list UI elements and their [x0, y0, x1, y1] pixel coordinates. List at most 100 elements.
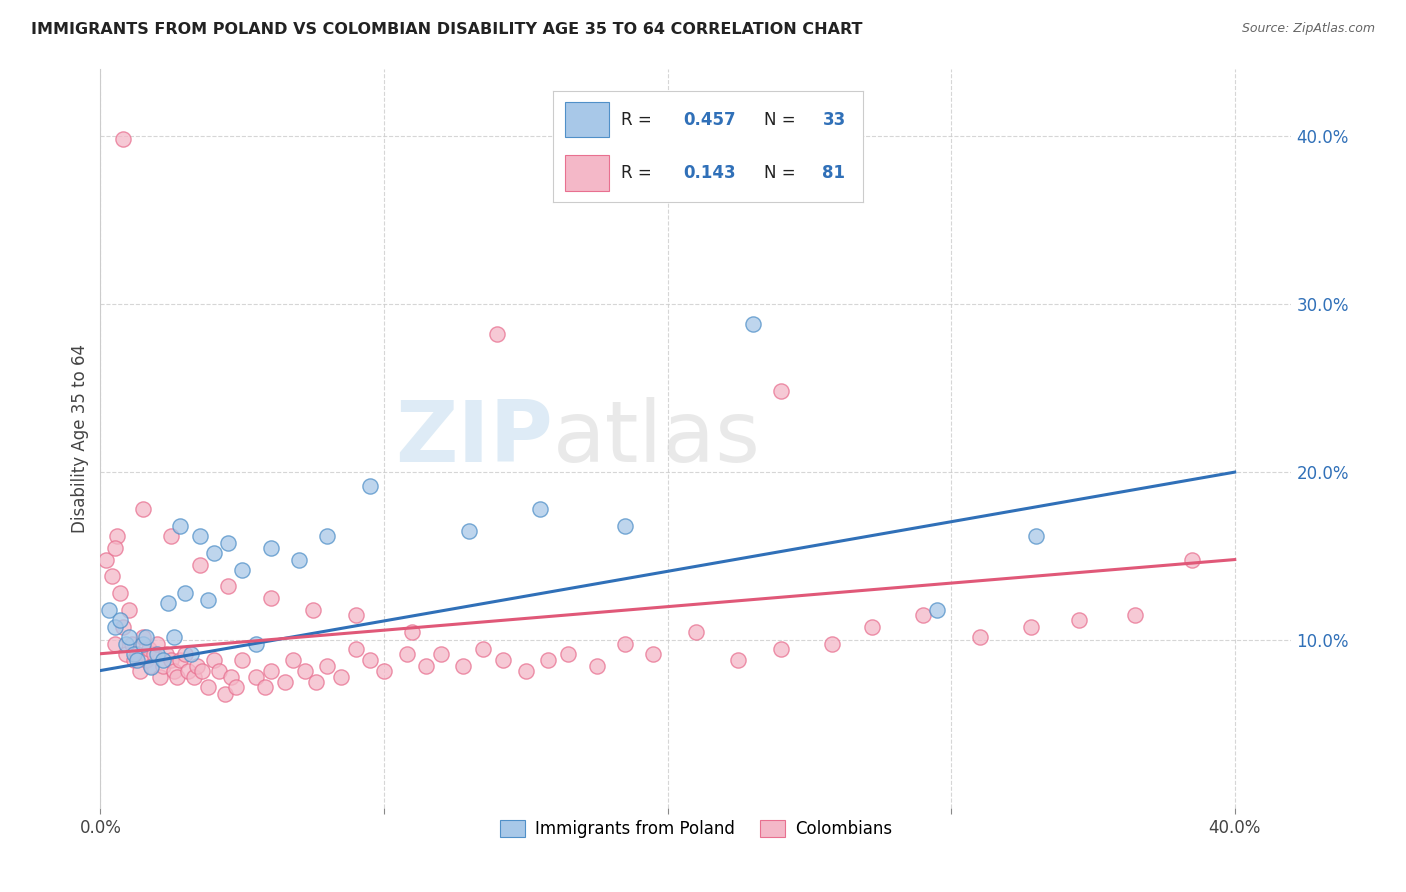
- Point: [492, 653, 515, 667]
- Point: [138, 641, 160, 656]
- Point: [769, 384, 792, 399]
- Point: [103, 637, 125, 651]
- Point: [177, 664, 200, 678]
- Point: [105, 529, 128, 543]
- Text: IMMIGRANTS FROM POLAND VS COLOMBIAN DISABILITY AGE 35 TO 64 CORRELATION CHART: IMMIGRANTS FROM POLAND VS COLOMBIAN DISA…: [31, 22, 862, 37]
- Point: [100, 569, 122, 583]
- Point: [208, 664, 231, 678]
- Point: [103, 620, 125, 634]
- Point: [245, 637, 267, 651]
- Point: [163, 664, 186, 678]
- Point: [1025, 529, 1047, 543]
- Point: [373, 664, 395, 678]
- Point: [157, 596, 180, 610]
- Point: [94, 552, 117, 566]
- Point: [1181, 552, 1204, 566]
- Point: [259, 541, 281, 555]
- Point: [129, 664, 152, 678]
- Point: [486, 327, 509, 342]
- Point: [359, 478, 381, 492]
- Point: [174, 586, 197, 600]
- Point: [217, 535, 239, 549]
- Point: [283, 653, 305, 667]
- Point: [1067, 613, 1090, 627]
- Point: [585, 658, 607, 673]
- Point: [160, 529, 183, 543]
- Point: [453, 658, 475, 673]
- Point: [515, 664, 537, 678]
- Point: [118, 603, 141, 617]
- Point: [112, 132, 135, 146]
- Point: [458, 524, 481, 538]
- Point: [294, 664, 316, 678]
- Point: [183, 670, 205, 684]
- Point: [415, 658, 437, 673]
- Point: [115, 647, 138, 661]
- Point: [316, 529, 339, 543]
- Point: [97, 603, 120, 617]
- Point: [273, 675, 295, 690]
- Point: [860, 620, 883, 634]
- Point: [344, 641, 367, 656]
- Point: [969, 630, 991, 644]
- Point: [344, 608, 367, 623]
- Point: [103, 541, 125, 555]
- Point: [316, 658, 339, 673]
- Point: [186, 658, 208, 673]
- Point: [160, 653, 183, 667]
- Point: [112, 620, 135, 634]
- Point: [305, 675, 328, 690]
- Point: [132, 630, 155, 644]
- Point: [253, 681, 276, 695]
- Point: [395, 647, 418, 661]
- Point: [188, 529, 211, 543]
- Point: [472, 641, 495, 656]
- Point: [214, 687, 236, 701]
- Point: [127, 653, 149, 667]
- Point: [245, 670, 267, 684]
- Point: [108, 613, 131, 627]
- Point: [197, 681, 219, 695]
- Point: [529, 502, 551, 516]
- Point: [219, 670, 242, 684]
- Point: [166, 670, 188, 684]
- Point: [191, 664, 214, 678]
- Point: [124, 647, 146, 661]
- Text: ZIP: ZIP: [395, 397, 553, 480]
- Point: [614, 519, 637, 533]
- Point: [259, 664, 281, 678]
- Point: [643, 647, 665, 661]
- Point: [174, 647, 197, 661]
- Point: [821, 637, 844, 651]
- Point: [149, 670, 172, 684]
- Point: [135, 630, 157, 644]
- Point: [163, 630, 186, 644]
- Text: Source: ZipAtlas.com: Source: ZipAtlas.com: [1241, 22, 1375, 36]
- Point: [302, 603, 325, 617]
- Point: [769, 641, 792, 656]
- Point: [121, 637, 143, 651]
- Point: [401, 624, 423, 639]
- Point: [231, 653, 253, 667]
- Point: [925, 603, 948, 617]
- Point: [330, 670, 353, 684]
- Point: [180, 647, 202, 661]
- Point: [197, 593, 219, 607]
- Point: [429, 647, 451, 661]
- Point: [127, 647, 149, 661]
- Point: [288, 552, 311, 566]
- Point: [202, 546, 225, 560]
- Point: [118, 630, 141, 644]
- Point: [557, 647, 579, 661]
- Point: [141, 658, 163, 673]
- Point: [359, 653, 381, 667]
- Point: [911, 608, 934, 623]
- Point: [202, 653, 225, 667]
- Point: [132, 502, 155, 516]
- Y-axis label: Disability Age 35 to 64: Disability Age 35 to 64: [72, 344, 89, 533]
- Legend: Immigrants from Poland, Colombians: Immigrants from Poland, Colombians: [494, 813, 898, 845]
- Point: [537, 653, 560, 667]
- Point: [1125, 608, 1147, 623]
- Point: [169, 653, 191, 667]
- Point: [124, 653, 146, 667]
